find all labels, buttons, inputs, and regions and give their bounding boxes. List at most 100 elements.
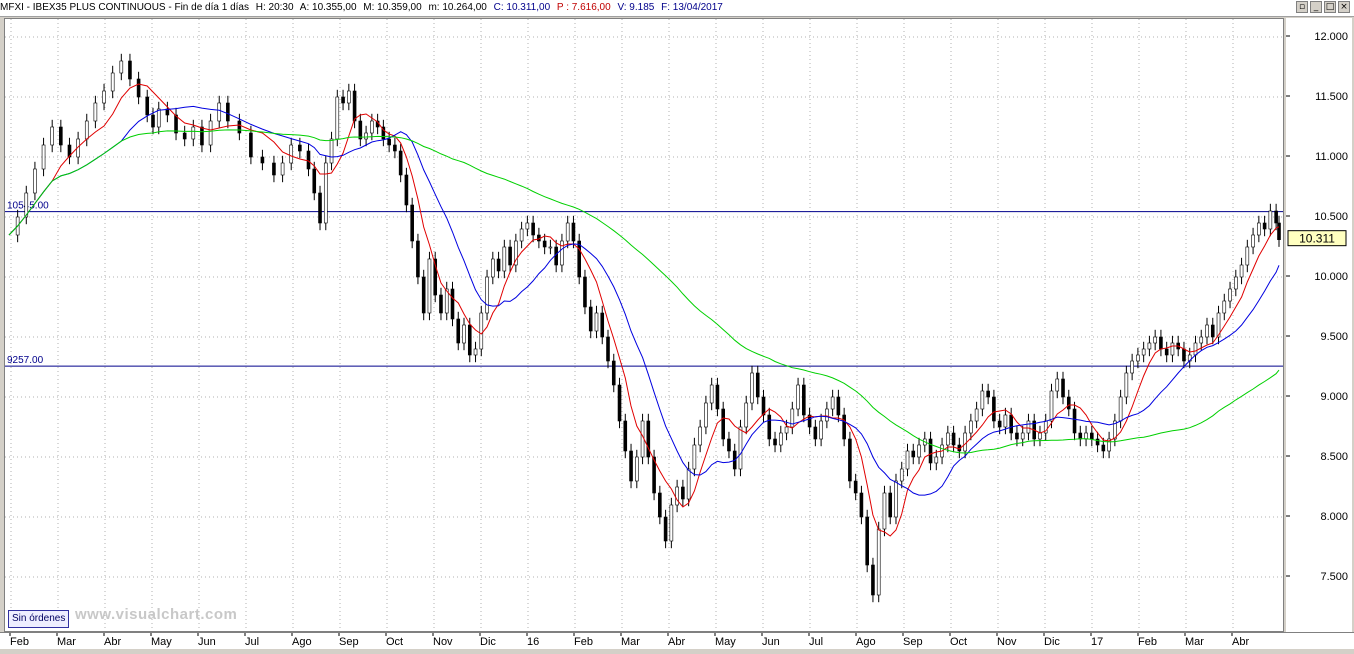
x-tick-label: 16 [527,636,539,648]
time-axis-svg: Feb Mar Abr May Jun Jul Ago Sep Oct Nov Dic 16 Feb Ma… [9,633,1249,648]
price-candle [1038,432,1042,440]
price-candle [853,480,858,494]
close-label: C: 10.311,00 [493,2,551,13]
price-candle [778,432,783,446]
price-candle [410,204,414,242]
price-candle [894,480,898,518]
price-candle [1072,408,1077,434]
price-candle [525,222,530,230]
price-candle [842,414,846,440]
x-tick-label: Feb [574,636,593,648]
price-candle [1084,432,1088,440]
price-candle [825,408,829,422]
price-candle [1251,234,1255,248]
ma-medium-line [8,105,1280,496]
price-candle [560,240,564,266]
price-candle [744,402,749,428]
price-candle [318,192,322,224]
x-tick-label: Mar [57,636,76,648]
y-tick-label: 8.500 [1320,451,1348,463]
price-candle [871,564,875,596]
time-axis: Feb Mar Abr May Jun Jul Ago Sep Oct Nov Dic 16 Feb Ma… [0,632,1354,649]
price-candle [323,162,328,224]
price-candle [67,144,72,158]
price-candle [588,306,593,332]
orders-button[interactable]: Sin órdenes [8,610,70,628]
last-price-box [1287,230,1347,247]
price-candle [298,144,302,152]
price-candle [110,72,115,92]
price-candle [882,492,887,530]
price-candle [1066,396,1071,410]
close-icon[interactable]: × [1338,1,1350,13]
price-candle [611,360,616,386]
x-tick-label: 17 [1091,636,1103,648]
price-candle [341,96,345,104]
price-candle [709,384,714,404]
price-candle [439,294,443,314]
price-candle [1222,300,1227,314]
ma-short-line [8,83,1280,537]
price-candle [1118,396,1123,422]
price-candle [174,114,178,134]
x-tick-label: May [715,636,736,648]
price-candle [1136,354,1140,362]
price-candle [761,396,766,416]
price-candle [813,426,818,440]
minimize-icon[interactable]: _ [1310,1,1322,13]
price-candle [364,132,368,140]
price-chart-svg: 10545.009257.00 [5,19,1283,631]
x-tick-label: Mar [1185,636,1204,648]
price-chart-area[interactable]: 10545.009257.00 [4,18,1284,632]
y-tick-label: 10.000 [1314,271,1348,283]
x-tick-label: Abr [668,636,685,648]
price-candle [663,516,668,542]
x-tick-label: Ago [856,636,876,648]
price-candle [128,60,132,80]
price-candle [790,408,795,428]
price-candle [1257,222,1261,236]
restore-icon[interactable]: ▫ [1296,1,1308,13]
price-candle [750,372,754,404]
price-candle [848,438,852,482]
price-candle [182,132,187,140]
price-candle [606,336,610,362]
price-candle [237,120,242,134]
price-candle [358,120,363,140]
price-candle [767,414,772,440]
price-candle [1216,312,1221,338]
price-candle [980,390,985,410]
price-candle [686,468,691,500]
price-candle [986,390,990,398]
y-tick-label: 9.500 [1320,331,1348,343]
price-candle [473,348,478,356]
price-candle [755,372,760,398]
maximize-icon[interactable]: □ [1324,1,1336,13]
x-tick-label: Oct [386,636,403,648]
price-candle [24,192,29,218]
price-candle [1228,288,1232,302]
window-title-bar: MFXI - IBEX35 PLUS CONTINUOUS - Fin de d… [0,0,1354,17]
min-label: m: 10.264,00 [428,2,487,13]
x-tick-label: Mar [621,636,640,648]
price-candle [479,312,484,350]
price-candle [1262,222,1267,230]
price-candle [462,324,466,344]
price-candle [629,450,633,482]
price-candle [1147,342,1152,350]
price-candle [1061,378,1065,398]
price-candle [600,312,605,338]
price-candle [784,426,789,434]
price-candle [1026,420,1031,434]
price-candle [721,408,725,440]
price-candle [946,432,950,446]
price-candle [249,132,253,158]
price-candle [1020,432,1025,440]
price-candle [33,168,37,194]
price-candle [312,168,317,194]
price-candle [571,222,576,242]
x-tick-label: Nov [433,636,453,648]
price-candle [704,402,708,428]
price-candle [519,228,524,242]
price-candle [675,486,679,506]
